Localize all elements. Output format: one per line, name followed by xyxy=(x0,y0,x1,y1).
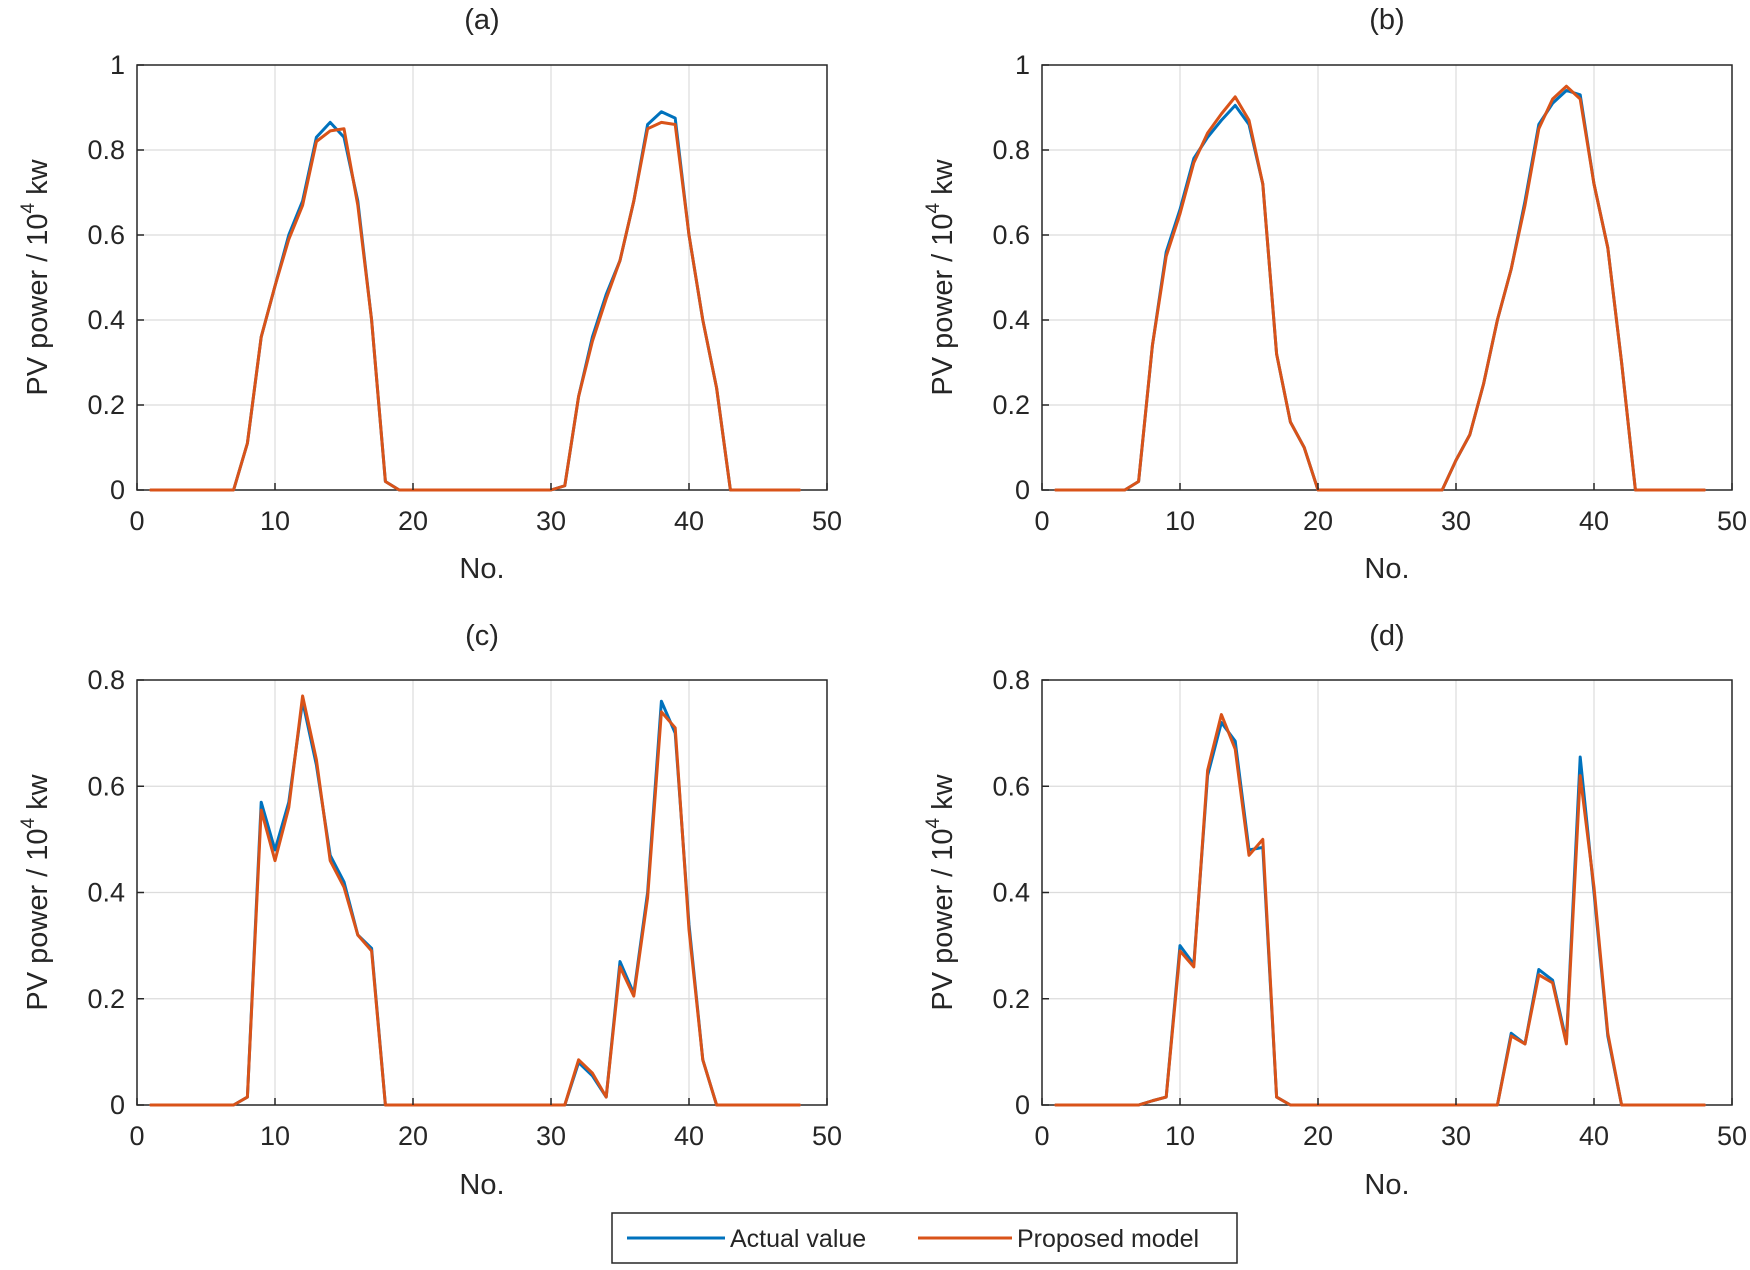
subplot-b-y-tick-label: 0.8 xyxy=(992,135,1030,165)
subplot-c-title: (c) xyxy=(465,620,499,652)
subplot-a-y-axis-label: PV power / 104 kw xyxy=(18,158,54,395)
subplot-d-x-tick-label: 40 xyxy=(1579,1121,1609,1151)
subplot-a-x-tick-label: 40 xyxy=(674,506,704,536)
subplot-d-x-tick-label: 50 xyxy=(1717,1121,1747,1151)
subplot-a-series xyxy=(149,110,801,492)
subplot-a-y-tick-label: 0.8 xyxy=(87,135,125,165)
subplot-b-y-tick-label: 1 xyxy=(1015,50,1030,80)
legend-label-actual-value: Actual value xyxy=(730,1225,866,1253)
subplot-d-grid xyxy=(1042,680,1732,1105)
subplot-c-y-tick-label: 0.6 xyxy=(87,771,125,801)
subplot-a-y-tick-label: 0.2 xyxy=(87,390,125,420)
subplot-b-y-tick-label: 0 xyxy=(1015,475,1030,505)
subplot-d-x-tick-label: 20 xyxy=(1303,1121,1333,1151)
subplot-c-x-tick-label: 0 xyxy=(129,1121,144,1151)
subplot-a: (a) 0 10 20 30 40 50 0 0.2 0.4 0.6 0.8 1 No. PV po… xyxy=(18,4,842,585)
legend: Actual value Proposed model xyxy=(611,1212,1238,1264)
subplot-b-x-axis-label: No. xyxy=(1364,553,1409,585)
subplot-a-title: (a) xyxy=(464,4,499,36)
subplot-c-y-tick-label: 0 xyxy=(110,1090,125,1120)
subplot-b-series xyxy=(1054,84,1706,492)
subplot-d-y-tick-label: 0 xyxy=(1015,1090,1030,1120)
subplot-c-x-tick-label: 20 xyxy=(398,1121,428,1151)
subplot-c-y-tick-label: 0.4 xyxy=(87,878,125,908)
subplot-c-y-tick-label: 0.2 xyxy=(87,984,125,1014)
subplot-d-y-tick-label: 0.4 xyxy=(992,878,1030,908)
subplot-b-x-tick-label: 0 xyxy=(1034,506,1049,536)
subplot-d-series xyxy=(1054,713,1706,1107)
subplot-b-x-tick-label: 20 xyxy=(1303,506,1333,536)
subplot-d-x-tick-label: 0 xyxy=(1034,1121,1049,1151)
subplot-c: (c) 0 10 20 30 40 50 0 0.2 0.4 0.6 0.8 No. PV pow… xyxy=(18,620,842,1201)
subplot-d: (d) 0 10 20 30 40 50 0 0.2 0.4 0.6 0.8 No. PV pow… xyxy=(923,620,1747,1201)
subplot-b-series-proposed-model xyxy=(1054,84,1706,492)
subplot-d-y-tick-label: 0.6 xyxy=(992,771,1030,801)
subplot-a-y-tick-label: 0 xyxy=(110,475,125,505)
subplot-a-y-tick-label: 0.6 xyxy=(87,220,125,250)
subplot-b-x-tick-label: 40 xyxy=(1579,506,1609,536)
subplot-d-y-tick-label: 0.8 xyxy=(992,665,1030,695)
subplot-d-x-tick-label: 30 xyxy=(1441,1121,1471,1151)
subplot-b-x-tick-label: 30 xyxy=(1441,506,1471,536)
subplot-d-x-tick-label: 10 xyxy=(1165,1121,1195,1151)
subplot-a-series-proposed-model xyxy=(149,120,801,492)
subplot-c-x-tick-label: 50 xyxy=(812,1121,842,1151)
subplot-a-x-tick-label: 50 xyxy=(812,506,842,536)
subplot-a-x-axis-label: No. xyxy=(459,553,504,585)
subplot-d-x-axis-label: No. xyxy=(1364,1169,1409,1201)
subplot-d-series-actual-value xyxy=(1054,721,1706,1107)
subplot-a-x-tick-label: 20 xyxy=(398,506,428,536)
subplot-a-x-tick-label: 30 xyxy=(536,506,566,536)
subplot-c-y-ticks: 0 0.2 0.4 0.6 0.8 xyxy=(87,665,144,1120)
subplot-a-grid xyxy=(137,65,827,490)
subplot-b-title: (b) xyxy=(1369,4,1404,36)
subplot-a-y-tick-label: 0.4 xyxy=(87,305,125,335)
subplot-b-x-ticks: 0 10 20 30 40 50 xyxy=(1034,483,1747,536)
subplot-d-title: (d) xyxy=(1369,620,1404,652)
subplot-c-x-ticks: 0 10 20 30 40 50 xyxy=(129,1098,842,1151)
subplot-c-series-proposed-model xyxy=(149,694,801,1107)
subplot-c-y-tick-label: 0.8 xyxy=(87,665,125,695)
subplot-b-y-ticks: 0 0.2 0.4 0.6 0.8 1 xyxy=(992,50,1049,505)
subplot-c-x-tick-label: 40 xyxy=(674,1121,704,1151)
subplot-a-y-ticks: 0 0.2 0.4 0.6 0.8 1 xyxy=(87,50,144,505)
subplot-c-x-tick-label: 30 xyxy=(536,1121,566,1151)
subplot-c-y-axis-label: PV power / 104 kw xyxy=(18,773,54,1010)
subplot-a-axes-box xyxy=(136,64,828,491)
subplot-b-y-tick-label: 0.2 xyxy=(992,390,1030,420)
subplot-b-y-tick-label: 0.4 xyxy=(992,305,1030,335)
subplot-c-series xyxy=(149,694,801,1107)
legend-label-proposed-model: Proposed model xyxy=(1017,1225,1199,1253)
subplot-a-x-tick-label: 10 xyxy=(260,506,290,536)
subplot-d-y-tick-label: 0.2 xyxy=(992,984,1030,1014)
subplot-b: (b) 0 10 20 30 40 50 0 0.2 0.4 0.6 0.8 1 No. PV po… xyxy=(923,4,1747,585)
subplot-d-y-ticks: 0 0.2 0.4 0.6 0.8 xyxy=(992,665,1049,1120)
subplot-a-y-tick-label: 1 xyxy=(110,50,125,80)
subplot-a-x-ticks: 0 10 20 30 40 50 xyxy=(129,483,842,536)
subplot-b-y-axis-label: PV power / 104 kw xyxy=(923,158,959,395)
subplot-c-x-tick-label: 10 xyxy=(260,1121,290,1151)
subplot-d-x-ticks: 0 10 20 30 40 50 xyxy=(1034,1098,1747,1151)
subplot-d-y-axis-label: PV power / 104 kw xyxy=(923,773,959,1010)
subplot-b-x-tick-label: 10 xyxy=(1165,506,1195,536)
subplot-c-x-axis-label: No. xyxy=(459,1169,504,1201)
subplot-d-series-proposed-model xyxy=(1054,713,1706,1107)
subplot-c-grid xyxy=(137,680,827,1105)
subplot-b-y-tick-label: 0.6 xyxy=(992,220,1030,250)
subplot-a-x-tick-label: 0 xyxy=(129,506,144,536)
subplot-b-grid xyxy=(1042,65,1732,490)
subplot-b-x-tick-label: 50 xyxy=(1717,506,1747,536)
